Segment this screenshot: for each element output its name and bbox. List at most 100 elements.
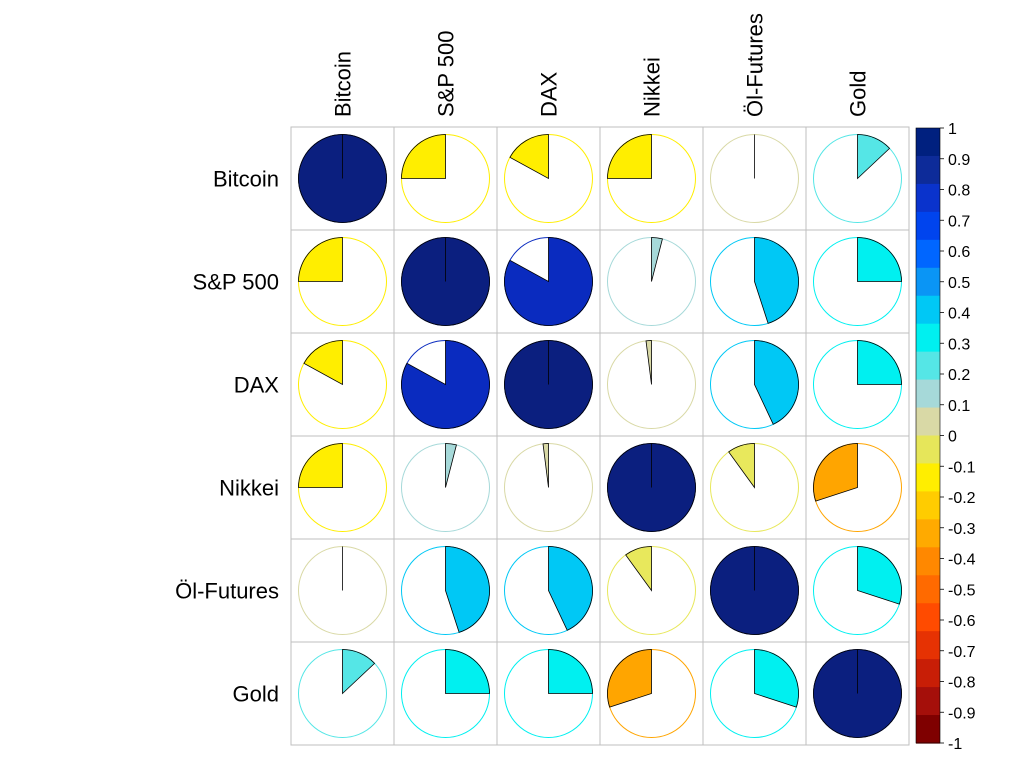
- pie-4-3: [607, 546, 696, 635]
- pie-slice: [857, 237, 902, 282]
- matrix-grid: [290, 126, 910, 746]
- column-label: Bitcoin: [331, 51, 356, 117]
- colorbar-segment: [916, 379, 940, 409]
- pie-1-4: [710, 237, 799, 326]
- colorbar: 1 0.9 0.8 0.7 0.6 0.5 0.4 0.3 0.2 0.1 0 -0.1 -0.2 -0.…: [915, 121, 976, 753]
- pie-1-3: [607, 237, 696, 326]
- pie-0-4: [710, 134, 799, 223]
- row-label: S&P 500: [193, 270, 279, 295]
- pie-slice: [607, 134, 652, 179]
- pie-slice: [548, 546, 593, 631]
- colorbar-tick-label: 0.6: [948, 244, 970, 261]
- colorbar-tick-label: 0.8: [948, 183, 970, 200]
- colorbar-segment: [916, 631, 940, 660]
- pie-slice: [813, 443, 858, 502]
- pie-slice: [342, 649, 376, 695]
- pie-0-5: [813, 134, 902, 223]
- pie-2-0: [298, 340, 387, 429]
- pie-3-0: [298, 443, 387, 532]
- pie-2-1: [401, 340, 490, 429]
- pie-slice: [651, 237, 663, 282]
- pie-slice: [298, 443, 343, 488]
- pie-0-3: [607, 134, 696, 223]
- pie-1-5: [813, 237, 902, 326]
- pie-slice: [509, 134, 549, 180]
- colorbar-tick-label: -0.1: [948, 459, 976, 476]
- colorbar-segment: [916, 407, 940, 437]
- pie-5-4: [710, 649, 799, 738]
- pie-slice: [754, 237, 799, 324]
- colorbar-segment: [916, 267, 940, 297]
- pie-2-5: [813, 340, 902, 429]
- column-label: DAX: [537, 71, 562, 117]
- colorbar-segment: [916, 715, 940, 744]
- colorbar-tick-label: -0.5: [948, 582, 976, 599]
- colorbar-tick-label: -0.6: [948, 613, 976, 630]
- pie-3-5: [813, 443, 902, 532]
- pie-0-0: [298, 134, 387, 223]
- pie-slice: [401, 134, 446, 179]
- pie-slice: [857, 546, 902, 605]
- pie-5-5: [813, 649, 902, 738]
- pie-slice: [542, 443, 549, 488]
- pie-4-1: [401, 546, 490, 635]
- pie-4-2: [504, 546, 593, 635]
- colorbar-tick-label: 0.4: [948, 306, 970, 323]
- colorbar-tick-label: -0.4: [948, 552, 976, 569]
- colorbar-tick-label: 1: [948, 121, 957, 138]
- colorbar-tick-label: 0.3: [948, 336, 970, 353]
- column-labels: Bitcoin S&P 500 DAX Nikkei Öl-Futures Gold: [331, 13, 871, 117]
- pie-1-0: [298, 237, 387, 326]
- row-label: DAX: [234, 373, 280, 398]
- colorbar-segment: [916, 463, 940, 492]
- colorbar-segment: [916, 435, 940, 465]
- pie-slice: [298, 237, 343, 282]
- pie-3-1: [401, 443, 490, 532]
- colorbar-tick-label: -0.7: [948, 644, 976, 661]
- colorbar-tick-label: -0.9: [948, 705, 976, 722]
- row-label: Öl-Futures: [175, 579, 279, 604]
- row-labels: Bitcoin S&P 500 DAX Nikkei Öl-Futures Gold: [175, 167, 279, 707]
- pie-1-1: [401, 237, 490, 326]
- colorbar-tick-label: 0.1: [948, 398, 970, 415]
- row-label: Bitcoin: [213, 167, 279, 192]
- pie-2-2: [504, 340, 593, 429]
- colorbar-tick-label: 0: [948, 429, 957, 446]
- colorbar-segment: [916, 519, 940, 548]
- pie-3-3: [607, 443, 696, 532]
- colorbar-segment: [916, 239, 940, 269]
- row-label: Gold: [233, 682, 279, 707]
- pie-5-1: [401, 649, 490, 738]
- pie-slice: [754, 649, 799, 708]
- pie-1-2: [504, 237, 593, 326]
- pie-slice: [401, 340, 490, 429]
- pie-5-3: [607, 649, 696, 738]
- pie-slice: [625, 546, 652, 592]
- pies: [298, 134, 902, 738]
- pie-slice: [548, 649, 593, 694]
- colorbar-segment: [916, 603, 940, 632]
- pie-5-0: [298, 649, 387, 738]
- pie-2-3: [607, 340, 696, 429]
- colorbar-segment: [916, 211, 940, 241]
- colorbar-segment: [916, 491, 940, 520]
- pie-slice: [857, 340, 902, 385]
- colorbar-tick-label: -0.2: [948, 490, 976, 507]
- colorbar-segment: [916, 547, 940, 576]
- pie-slice: [607, 649, 652, 708]
- pie-0-1: [401, 134, 490, 223]
- pie-5-2: [504, 649, 593, 738]
- pie-slice: [754, 340, 799, 425]
- colorbar-segment: [916, 659, 940, 688]
- pie-slice: [728, 443, 755, 489]
- colorbar-segment: [916, 155, 940, 185]
- pie-slice: [445, 443, 457, 488]
- colorbar-tick-label: 0.5: [948, 275, 970, 292]
- column-label: S&P 500: [434, 31, 459, 117]
- colorbar-segment: [916, 323, 940, 353]
- pie-3-2: [504, 443, 593, 532]
- row-label: Nikkei: [219, 476, 279, 501]
- colorbar-segment: [916, 295, 940, 325]
- colorbar-tick-label: -1: [948, 736, 962, 753]
- colorbar-segment: [916, 183, 940, 213]
